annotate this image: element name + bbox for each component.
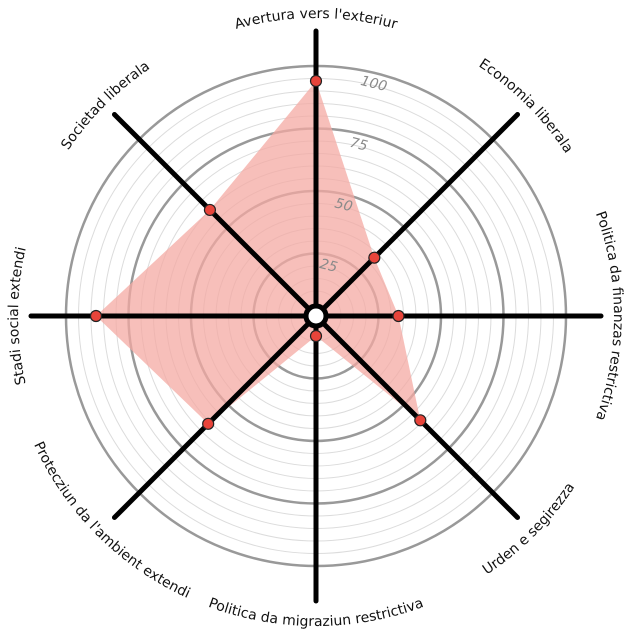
data-point [202, 417, 215, 430]
data-points [89, 74, 427, 430]
data-point [203, 203, 217, 217]
data-point [309, 329, 323, 343]
axis-spoke-2 [313, 111, 521, 319]
data-point [368, 251, 381, 264]
data-point [414, 414, 427, 427]
tick-labels: 25 50 75 100 [318, 73, 389, 276]
center-hub [303, 303, 329, 329]
axis-label-7: Stadi social extendi [6, 245, 30, 386]
data-point [309, 74, 323, 88]
data-point [89, 309, 103, 323]
tick-label-100: 100 [359, 73, 389, 95]
data-point [392, 309, 405, 323]
tick-label-75: 75 [348, 135, 369, 155]
tick-label-50: 50 [333, 195, 354, 215]
tick-label-25: 25 [318, 256, 339, 276]
axis-spoke-6 [111, 313, 319, 521]
axis-spoke-8 [111, 111, 319, 319]
